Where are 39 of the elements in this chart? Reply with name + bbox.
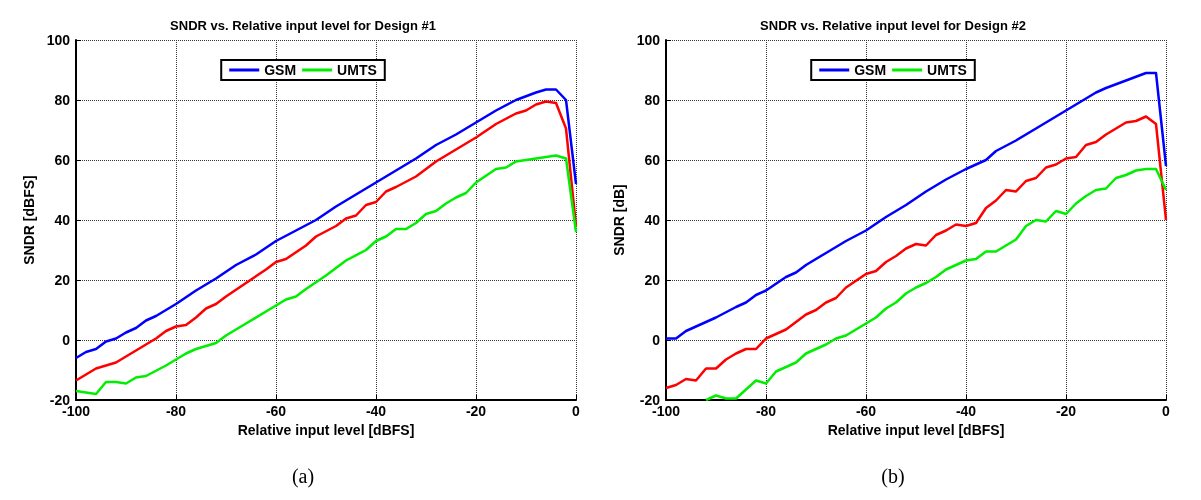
legend-label: GSM [854,62,887,78]
x-tick-label: 0 [1162,403,1171,419]
legend-label: UMTS [337,62,377,78]
y-tick-label: 40 [54,212,71,228]
y-tick-label: 80 [54,92,71,108]
y-tick-label: 20 [54,272,71,288]
x-tick-label: 0 [572,403,581,419]
legend-label: GSM [264,62,297,78]
x-tick-label: -60 [265,403,287,419]
line-series [704,167,1168,402]
x-tick-label: -80 [165,403,187,419]
x-tick-label: -40 [955,403,977,419]
y-tick-label: -20 [49,392,71,408]
y-axis-title: SNDR [dBFS] [20,175,37,265]
x-tick-label: -60 [855,403,877,419]
line-series [74,154,578,396]
y-tick-label: 100 [46,32,71,48]
y-tick-label: 40 [644,212,661,228]
line-series [664,115,1168,390]
x-axis-title: Relative input level [dBFS] [237,421,415,438]
y-tick-label: 100 [636,32,661,48]
x-tick-label: -20 [465,403,487,419]
y-tick-label: 60 [54,152,71,168]
y-tick-label: 60 [644,152,661,168]
legend-label: UMTS [927,62,967,78]
text: (a) [291,465,315,488]
chart-title: SNDR vs. Relative input level for Design #1 [170,18,436,33]
x-tick-label: -80 [755,403,777,419]
y-axis-title: SNDR [dB] [610,184,627,256]
x-tick-label: -40 [365,403,387,419]
y-tick-label: 20 [644,272,661,288]
x-axis-title: Relative input level [dBFS] [827,421,1005,438]
y-tick-label: 0 [652,332,661,348]
y-tick-label: 0 [62,332,71,348]
x-tick-label: -20 [1055,403,1077,419]
y-tick-label: 80 [644,92,661,108]
text: (b) [881,465,905,488]
y-tick-label: -20 [639,392,661,408]
chart-title: SNDR vs. Relative input level for Design #2 [760,18,1026,33]
